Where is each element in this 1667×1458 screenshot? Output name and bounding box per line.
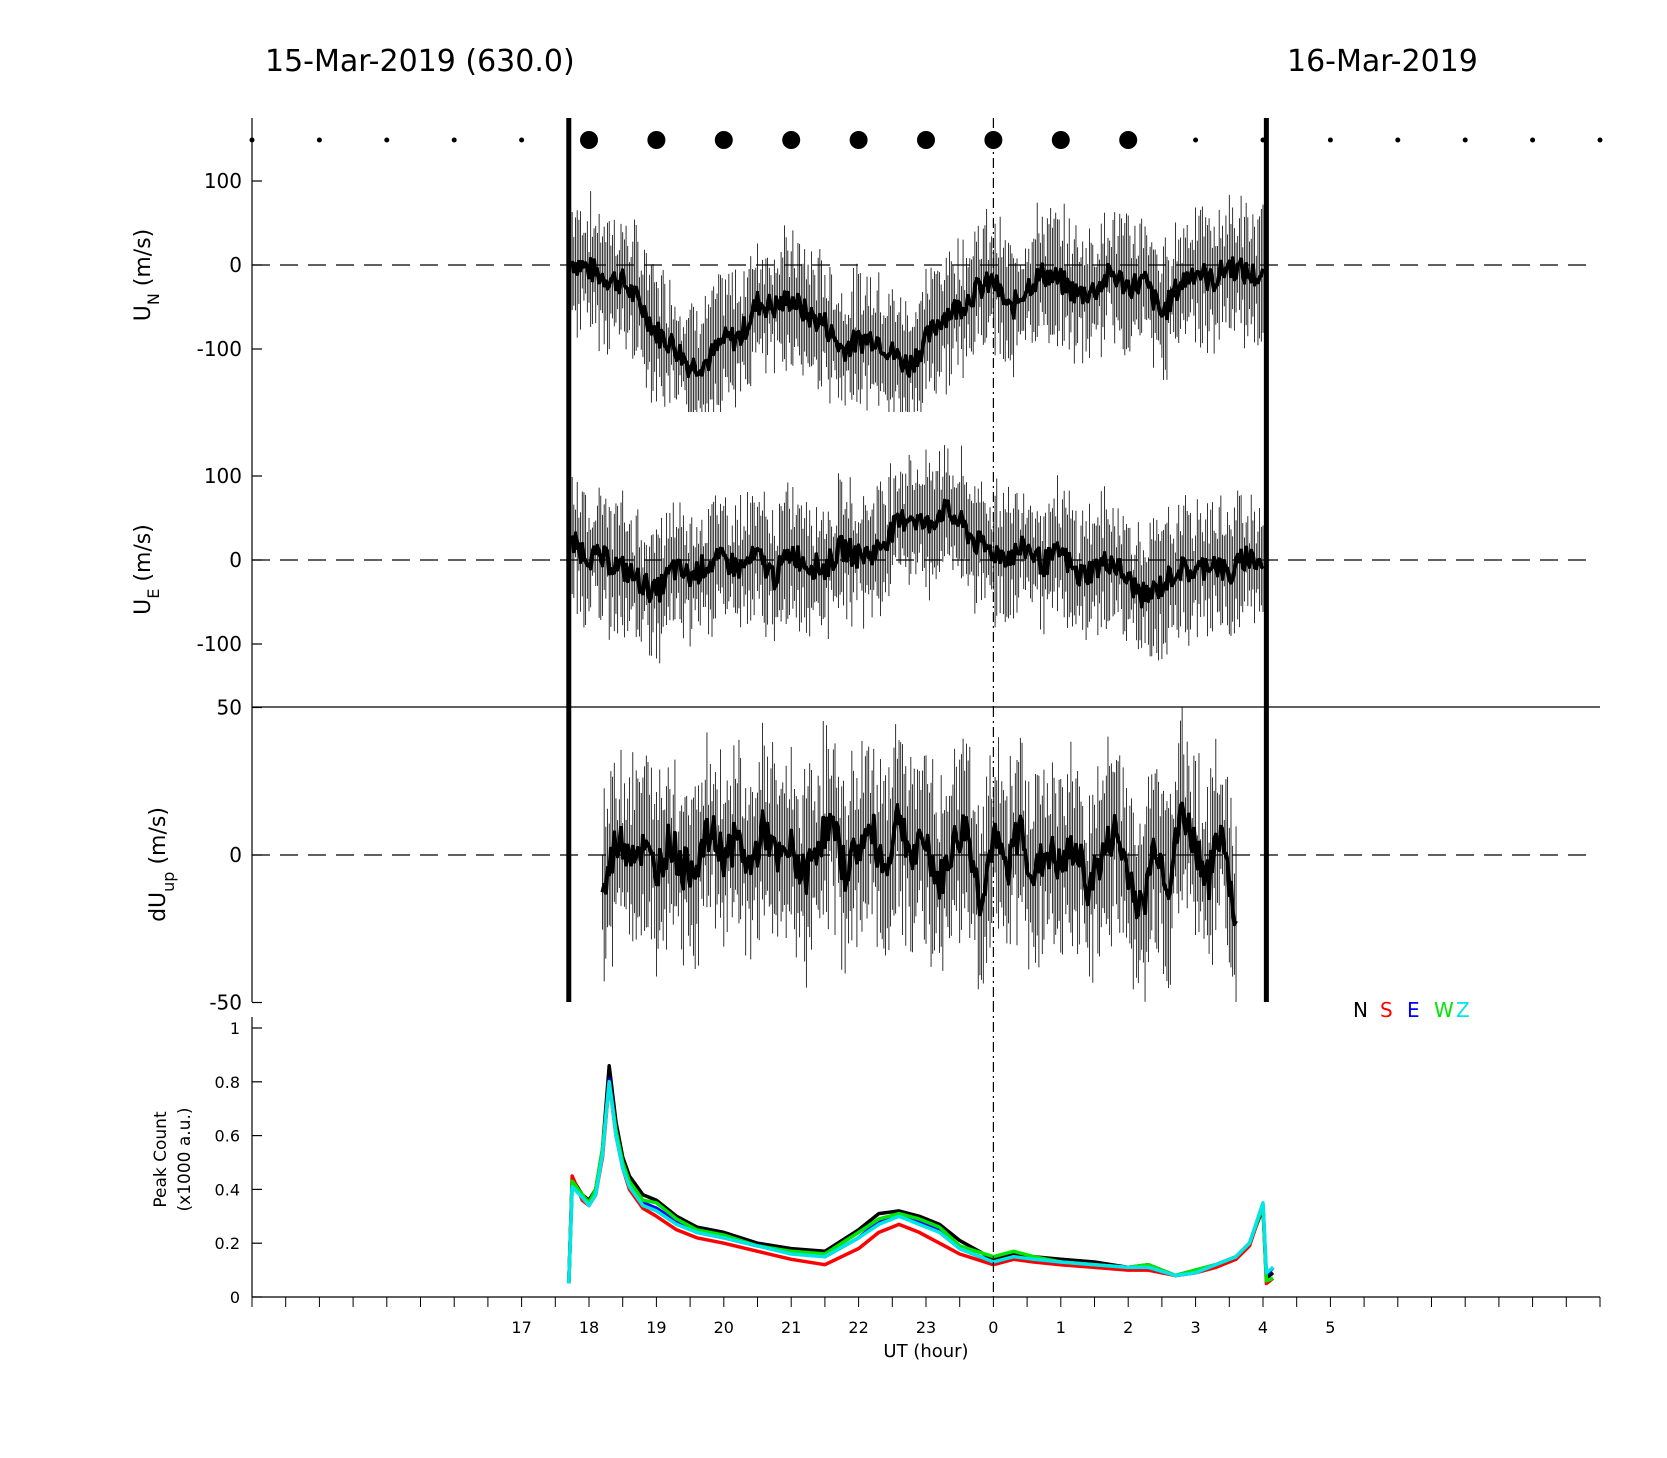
sample-dot	[1462, 137, 1468, 143]
x-tick-label: 5	[1325, 1318, 1335, 1337]
sample-dot	[1051, 131, 1070, 149]
sample-dot	[1395, 137, 1401, 143]
y-tick-label: -50	[209, 991, 242, 1015]
sample-dot	[1597, 137, 1603, 143]
series-z	[567, 1080, 1275, 1284]
x-tick-label: 22	[848, 1318, 868, 1337]
y-axis-label-line1: Peak Count	[151, 1111, 171, 1208]
series-du-up	[566, 707, 1269, 1002]
sample-dot	[1530, 137, 1536, 143]
y-tick-label: 0	[229, 843, 242, 867]
series-s	[567, 1080, 1275, 1286]
trace-line	[570, 256, 1265, 379]
x-tick-label: 1	[1056, 1318, 1066, 1337]
y-tick-label: 0	[229, 548, 242, 572]
sample-dot	[316, 137, 322, 143]
y-tick-label: 0.4	[215, 1180, 240, 1199]
y-tick-label: -100	[197, 632, 242, 656]
y-tick-label: 1	[230, 1019, 240, 1038]
y-tick-label: 100	[204, 169, 242, 193]
y-axis-label: UE (m/s)	[131, 524, 163, 615]
sample-dot	[917, 131, 935, 149]
trace-line	[570, 498, 1265, 609]
sample-dot	[849, 131, 868, 149]
sample-dot	[451, 137, 457, 143]
x-tick-label: 21	[781, 1318, 801, 1337]
legend-entry-n: N	[1353, 998, 1368, 1022]
sample-dot	[782, 131, 801, 149]
x-tick-label: 19	[646, 1318, 666, 1337]
x-tick-label: 0	[988, 1318, 998, 1337]
date-title-left: 15-Mar-2019 (630.0)	[265, 44, 575, 79]
y-tick-label: 0.2	[215, 1234, 240, 1253]
panel-u-e	[251, 412, 1590, 707]
sample-dot	[647, 131, 666, 149]
y-tick-label: 0	[230, 1288, 240, 1307]
sample-dot	[249, 137, 255, 143]
x-axis-label: UT (hour)	[883, 1341, 968, 1362]
sample-dot	[519, 137, 525, 143]
series-w	[567, 1080, 1274, 1284]
y-tick-label: 0.6	[215, 1127, 240, 1146]
y-axis-label: UN (m/s)	[131, 229, 163, 322]
x-tick-label: 2	[1123, 1318, 1133, 1337]
sample-dot	[984, 131, 1003, 149]
panel-u-n	[251, 118, 1590, 412]
y-tick-label: 0	[229, 253, 242, 277]
y-tick-label: 0.8	[215, 1073, 240, 1092]
sample-dot	[714, 131, 733, 149]
sample-dot	[1193, 137, 1199, 143]
sample-dot	[580, 131, 598, 149]
x-tick-label: 18	[579, 1318, 599, 1337]
series-n	[567, 1063, 1275, 1284]
y-tick-label: -100	[197, 337, 242, 361]
y-tick-label: 100	[204, 464, 242, 488]
sample-dot	[384, 137, 390, 143]
legend-entry-e: E	[1407, 998, 1420, 1022]
panel-du-up	[251, 706, 1590, 1004]
x-tick-label: 3	[1191, 1318, 1201, 1337]
y-axis-label: dUup (m/s)	[146, 807, 178, 922]
legend-entry-z: Z	[1456, 998, 1470, 1022]
x-tick-label: 4	[1258, 1318, 1268, 1337]
date-title-right: 16-Mar-2019	[1287, 44, 1478, 79]
series-u-n	[566, 118, 1269, 412]
y-tick-label: 50	[217, 696, 242, 720]
legend-entry-w: W	[1434, 998, 1454, 1022]
sample-dot	[1327, 137, 1333, 143]
y-axis-label-line2: (x1000 a.u.)	[175, 1108, 195, 1212]
trace-line	[600, 801, 1238, 927]
x-tick-label: 17	[511, 1318, 531, 1337]
sample-dot	[1119, 131, 1138, 149]
x-tick-label: 20	[714, 1318, 734, 1337]
sample-dot	[1260, 137, 1266, 143]
x-tick-label: 23	[916, 1318, 936, 1337]
series-e	[567, 1077, 1275, 1284]
series-u-e	[566, 412, 1269, 707]
legend-entry-s: S	[1380, 998, 1393, 1022]
